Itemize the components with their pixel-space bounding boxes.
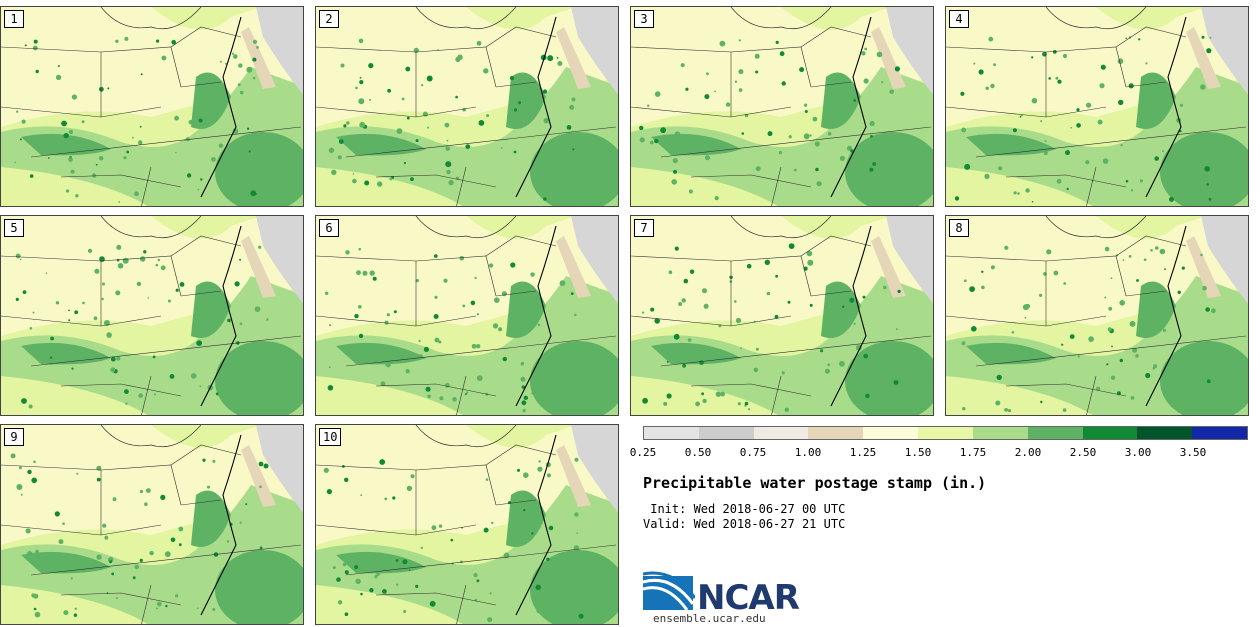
precip-map	[316, 216, 618, 415]
ensemble-panel-2: 2	[315, 6, 619, 207]
colorbar-swatch	[753, 427, 809, 439]
colorbar-tick-label: 1.75	[959, 446, 987, 459]
colorbar-swatch	[644, 427, 699, 439]
panel-number: 10	[319, 428, 342, 446]
panel-number: 4	[949, 10, 969, 28]
init-time: Init: Wed 2018-06-27 00 UTC	[643, 502, 846, 516]
ensemble-panel-6: 6	[315, 215, 619, 416]
ensemble-panel-8: 8	[945, 215, 1249, 416]
ensemble-panel-3: 3	[630, 6, 934, 207]
figure-title: Precipitable water postage stamp (in.)	[643, 474, 987, 492]
ensemble-panel-10: 10	[315, 424, 619, 625]
precip-map	[946, 7, 1248, 206]
logo-text: NCAR	[697, 578, 800, 618]
colorbar-tick-label: 1.00	[794, 446, 822, 459]
colorbar-swatch	[918, 427, 973, 439]
panel-number: 6	[319, 219, 339, 237]
colorbar	[643, 426, 1248, 440]
ensemble-panel-7: 7	[630, 215, 934, 416]
precip-map	[631, 7, 933, 206]
colorbar-swatch	[863, 427, 919, 439]
colorbar-swatch	[1137, 427, 1193, 439]
colorbar-tick-label: 1.25	[849, 446, 877, 459]
panel-number: 8	[949, 219, 969, 237]
precip-map	[1, 7, 303, 206]
colorbar-tick-label: 2.50	[1069, 446, 1097, 459]
panel-number: 9	[4, 428, 24, 446]
colorbar-tick-label: 0.75	[739, 446, 767, 459]
ensemble-panel-5: 5	[0, 215, 304, 416]
panel-number: 3	[634, 10, 654, 28]
panel-number: 2	[319, 10, 339, 28]
colorbar-swatch	[1082, 427, 1138, 439]
website-url: ensemble.ucar.edu	[653, 612, 766, 625]
colorbar-tick-label: 3.50	[1179, 446, 1207, 459]
panel-number: 5	[4, 219, 24, 237]
colorbar-tick-label: 1.50	[904, 446, 932, 459]
ensemble-panel-9: 9	[0, 424, 304, 625]
precip-map	[1, 425, 303, 624]
colorbar-tick-label: 3.00	[1124, 446, 1152, 459]
colorbar-swatch	[698, 427, 754, 439]
precip-map	[316, 7, 618, 206]
precip-map	[316, 425, 618, 624]
colorbar-swatch	[1192, 427, 1247, 439]
valid-time: Valid: Wed 2018-06-27 21 UTC	[643, 517, 846, 531]
ensemble-panel-4: 4	[945, 6, 1249, 207]
colorbar-swatch	[808, 427, 864, 439]
panel-number: 7	[634, 219, 654, 237]
panel-number: 1	[4, 10, 24, 28]
colorbar-tick-label: 2.00	[1014, 446, 1042, 459]
ensemble-panel-1: 1	[0, 6, 304, 207]
precip-map	[946, 216, 1248, 415]
colorbar-swatch	[1027, 427, 1083, 439]
precip-map	[1, 216, 303, 415]
colorbar-tick-label: 0.50	[684, 446, 712, 459]
colorbar-swatch	[972, 427, 1028, 439]
precip-map	[631, 216, 933, 415]
colorbar-tick-label: 0.25	[629, 446, 657, 459]
ncar-logo-icon	[643, 571, 695, 611]
